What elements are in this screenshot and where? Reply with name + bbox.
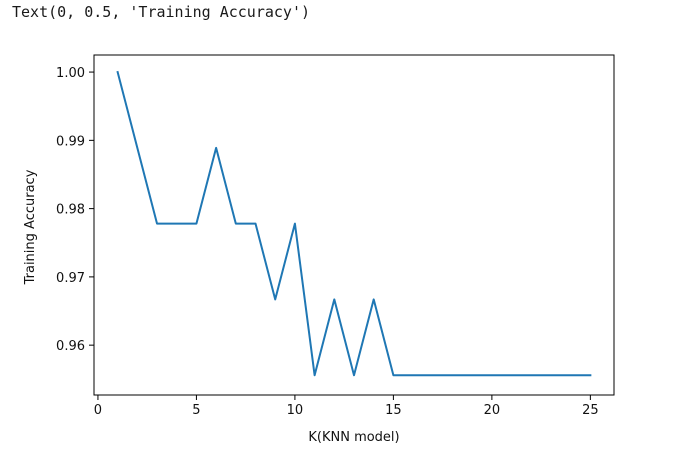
x-tick-label: 0 xyxy=(94,403,102,418)
x-tick-label: 20 xyxy=(484,403,501,418)
y-tick-label: 0.97 xyxy=(56,271,85,286)
x-tick-label: 15 xyxy=(385,403,402,418)
y-tick-label: 1.00 xyxy=(56,66,85,81)
plot-area xyxy=(93,54,615,396)
y-axis-ticks: 0.96 0.97 0.98 0.99 1.00 xyxy=(56,66,94,354)
x-tick-label: 5 xyxy=(192,403,200,418)
y-axis-label: Training Accuracy xyxy=(23,169,38,285)
x-axis-label: K(KNN model) xyxy=(308,430,399,445)
y-tick-label: 0.98 xyxy=(56,203,85,218)
series-line xyxy=(116,70,592,377)
x-tick-label: 25 xyxy=(582,403,599,418)
y-tick-label: 0.99 xyxy=(56,134,85,149)
plot-frame xyxy=(93,54,615,396)
x-axis-ticks: 0 5 10 15 20 25 xyxy=(94,395,599,418)
cell-output-text: Text(0, 0.5, 'Training Accuracy') xyxy=(12,3,311,21)
x-tick-label: 10 xyxy=(287,403,304,418)
y-tick-label: 0.96 xyxy=(56,339,85,354)
